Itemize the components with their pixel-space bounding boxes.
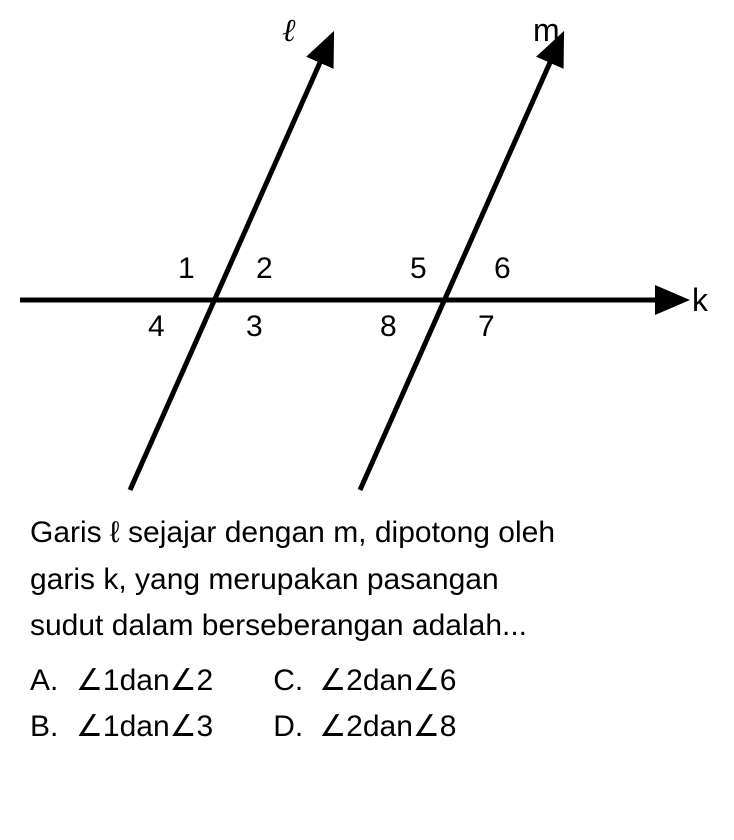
line-label-m: m bbox=[533, 12, 560, 49]
angle-label-3: 3 bbox=[246, 310, 263, 344]
question-line-3: sudut dalam berseberangan adalah... bbox=[30, 603, 704, 650]
angle-label-4: 4 bbox=[148, 310, 165, 344]
option-d-conj: dan bbox=[363, 704, 413, 751]
angle-label-6: 6 bbox=[494, 252, 511, 286]
angle-label-5: 5 bbox=[410, 252, 427, 286]
angle-label-2: 2 bbox=[256, 252, 273, 286]
option-b-angle1: ∠1 bbox=[76, 704, 120, 751]
option-c-angle1: ∠2 bbox=[319, 658, 363, 705]
diagram-svg bbox=[0, 0, 734, 500]
option-b[interactable]: B. ∠1 dan ∠3 bbox=[30, 704, 213, 751]
angle-label-7: 7 bbox=[478, 310, 495, 344]
question-line-2: garis k, yang merupakan pasangan bbox=[30, 557, 704, 604]
line-m bbox=[360, 40, 560, 490]
option-b-conj: dan bbox=[120, 704, 170, 751]
option-d-angle1: ∠2 bbox=[319, 704, 363, 751]
question-text: Garis ℓ sejajar dengan m, dipotong oleh … bbox=[0, 500, 734, 650]
option-a-letter: A. bbox=[30, 658, 76, 705]
option-c-angle2: ∠6 bbox=[413, 658, 457, 705]
option-a-angle2: ∠2 bbox=[170, 658, 214, 705]
option-a-angle1: ∠1 bbox=[76, 658, 120, 705]
answer-options: A. ∠1 dan ∠2 C. ∠2 dan ∠6 B. ∠1 dan ∠3 D… bbox=[0, 650, 734, 751]
question-line-1: Garis ℓ sejajar dengan m, dipotong oleh bbox=[30, 510, 704, 557]
option-c-letter: C. bbox=[273, 658, 319, 705]
option-c-conj: dan bbox=[363, 658, 413, 705]
option-c[interactable]: C. ∠2 dan ∠6 bbox=[273, 658, 456, 705]
option-d-angle2: ∠8 bbox=[413, 704, 457, 751]
option-b-letter: B. bbox=[30, 704, 76, 751]
line-l bbox=[130, 40, 330, 490]
options-row-1: A. ∠1 dan ∠2 C. ∠2 dan ∠6 bbox=[30, 658, 704, 705]
angle-label-1: 1 bbox=[178, 252, 195, 286]
angle-label-8: 8 bbox=[380, 310, 397, 344]
option-b-angle2: ∠3 bbox=[170, 704, 214, 751]
option-a-conj: dan bbox=[120, 658, 170, 705]
option-d[interactable]: D. ∠2 dan ∠8 bbox=[273, 704, 456, 751]
options-row-2: B. ∠1 dan ∠3 D. ∠2 dan ∠8 bbox=[30, 704, 704, 751]
line-label-k: k bbox=[692, 282, 708, 319]
geometry-diagram: ℓ m k 1 2 3 4 5 6 7 8 bbox=[0, 0, 734, 500]
line-label-l: ℓ bbox=[282, 12, 295, 49]
option-a[interactable]: A. ∠1 dan ∠2 bbox=[30, 658, 213, 705]
option-d-letter: D. bbox=[273, 704, 319, 751]
